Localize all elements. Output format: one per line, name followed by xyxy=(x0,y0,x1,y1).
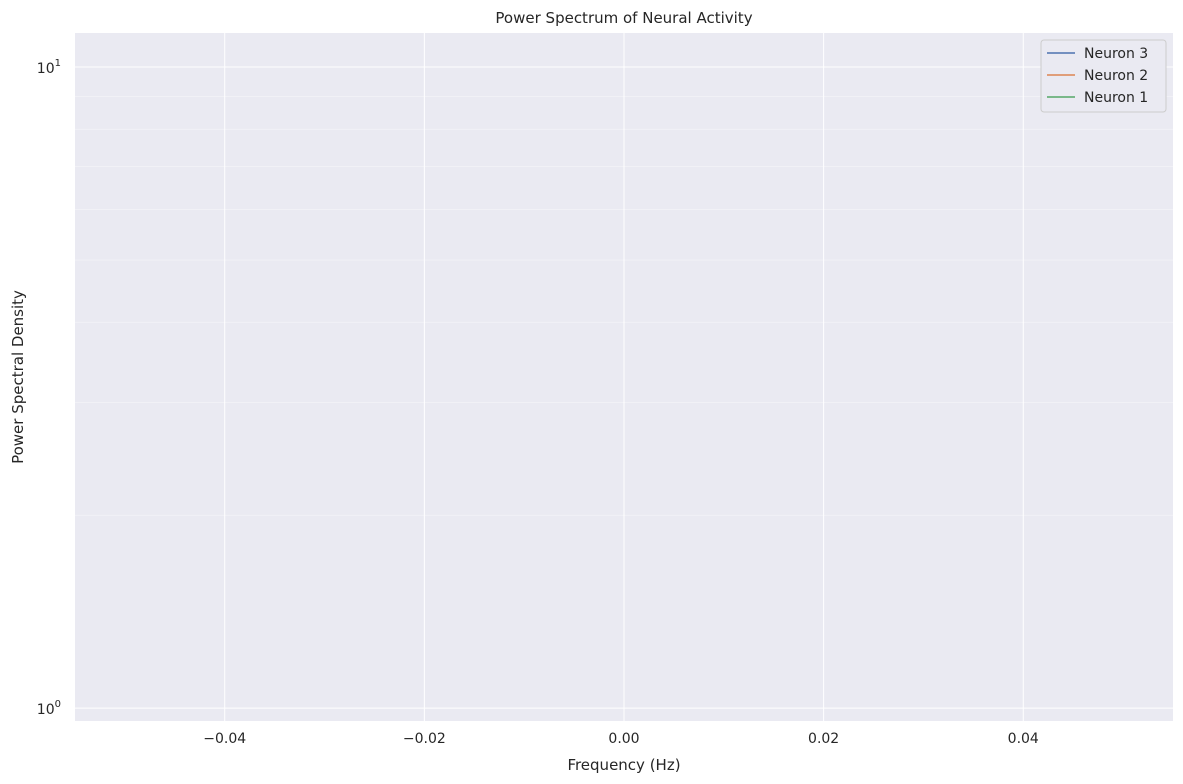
chart-title: Power Spectrum of Neural Activity xyxy=(495,9,752,27)
legend: Neuron 3 Neuron 2 Neuron 1 xyxy=(1040,39,1167,113)
x-tick-label: 0.00 xyxy=(608,731,639,747)
x-axis-label: Frequency (Hz) xyxy=(567,756,680,774)
legend-box xyxy=(1040,39,1167,113)
legend-label: Neuron 3 xyxy=(1084,46,1148,62)
x-tick-label: 0.02 xyxy=(808,731,839,747)
x-tick-label: 0.04 xyxy=(1008,731,1039,747)
legend-label: Neuron 2 xyxy=(1084,68,1148,84)
y-tick-label: 100 xyxy=(37,699,61,718)
legend-label: Neuron 1 xyxy=(1084,90,1148,106)
x-axis-ticks: −0.04 −0.02 0.00 0.02 0.04 xyxy=(203,731,1039,747)
x-tick-label: −0.04 xyxy=(203,731,246,747)
y-axis-ticks: 100 101 xyxy=(37,58,61,718)
grid-lines xyxy=(75,33,1173,721)
y-axis-label: Power Spectral Density xyxy=(9,290,27,464)
y-tick-label: 101 xyxy=(37,58,61,77)
x-tick-label: −0.02 xyxy=(403,731,446,747)
